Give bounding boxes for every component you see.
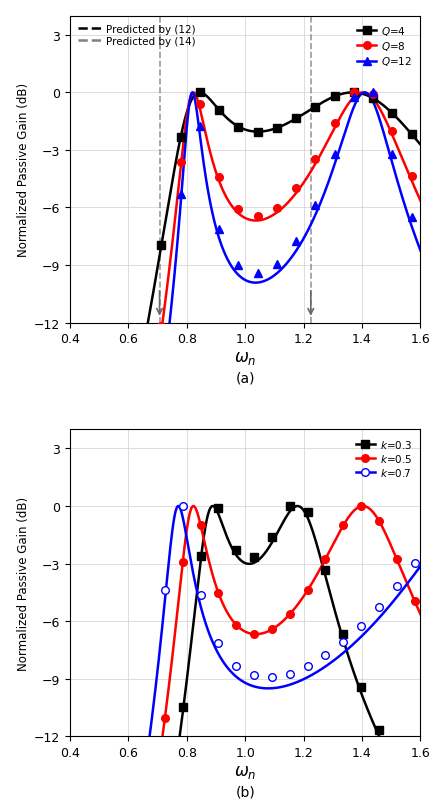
X-axis label: $\omega_n$: $\omega_n$ <box>234 349 257 367</box>
Legend: $Q$=4, $Q$=8, $Q$=12: $Q$=4, $Q$=8, $Q$=12 <box>354 22 415 71</box>
Y-axis label: Normalized Passive Gain (dB): Normalized Passive Gain (dB) <box>17 83 30 257</box>
X-axis label: $\omega_n$: $\omega_n$ <box>234 762 257 779</box>
Legend: $k$=0.3, $k$=0.5, $k$=0.7: $k$=0.3, $k$=0.5, $k$=0.7 <box>353 435 415 482</box>
Text: (b): (b) <box>235 784 255 799</box>
Text: (a): (a) <box>236 371 255 385</box>
Y-axis label: Normalized Passive Gain (dB): Normalized Passive Gain (dB) <box>17 496 30 670</box>
